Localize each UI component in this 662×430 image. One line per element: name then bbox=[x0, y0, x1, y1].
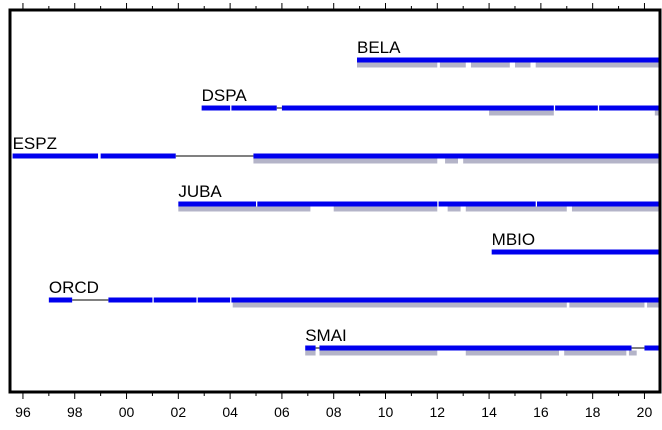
primary-segment-espz-2 bbox=[253, 153, 660, 159]
secondary-segment-bela-0 bbox=[357, 62, 438, 68]
primary-segment-smai-2 bbox=[644, 345, 660, 351]
x-tick-label-5: 06 bbox=[274, 404, 290, 420]
x-tick-label-3: 02 bbox=[171, 404, 187, 420]
secondary-segment-juba-2 bbox=[447, 206, 461, 212]
primary-segment-dspa-1 bbox=[231, 105, 277, 111]
station-row-espz: ESPZ bbox=[12, 134, 660, 164]
secondary-segment-espz-2 bbox=[463, 158, 660, 164]
secondary-segment-smai-4 bbox=[628, 350, 637, 356]
secondary-segment-bela-3 bbox=[514, 62, 531, 68]
secondary-segment-orcd-1 bbox=[569, 302, 645, 308]
x-axis: 96 98 00 02 04 06 08 10 12 14 16 18 20 bbox=[15, 3, 652, 420]
secondary-segment-bela-1 bbox=[439, 62, 466, 68]
secondary-segment-juba-0 bbox=[178, 206, 311, 212]
station-label-bela: BELA bbox=[357, 38, 401, 57]
primary-segment-juba-3 bbox=[536, 201, 660, 207]
primary-segment-dspa-2 bbox=[281, 105, 554, 111]
primary-segment-orcd-3 bbox=[197, 297, 231, 303]
station-label-espz: ESPZ bbox=[13, 134, 57, 153]
plot-frame bbox=[8, 8, 662, 394]
primary-segment-mbio-0 bbox=[491, 249, 660, 255]
secondary-segment-dspa-0 bbox=[489, 110, 554, 116]
primary-segment-orcd-2 bbox=[153, 297, 197, 303]
secondary-segment-juba-4 bbox=[571, 206, 660, 212]
station-row-bela: BELA bbox=[357, 38, 660, 68]
secondary-segment-espz-1 bbox=[445, 158, 459, 164]
primary-segment-dspa-0 bbox=[201, 105, 231, 111]
station-label-mbio: MBIO bbox=[492, 230, 535, 249]
secondary-segment-bela-2 bbox=[470, 62, 510, 68]
primary-segment-dspa-3 bbox=[555, 105, 598, 111]
primary-segment-smai-0 bbox=[305, 345, 316, 351]
x-tick-label-8: 12 bbox=[430, 404, 446, 420]
x-tick-label-4: 04 bbox=[222, 404, 238, 420]
secondary-segment-smai-3 bbox=[564, 350, 627, 356]
station-row-juba: JUBA bbox=[178, 182, 660, 212]
station-label-juba: JUBA bbox=[178, 182, 222, 201]
secondary-segment-smai-2 bbox=[465, 350, 560, 356]
secondary-segment-orcd-0 bbox=[232, 302, 567, 308]
primary-segment-bela-0 bbox=[357, 57, 660, 63]
station-row-orcd: ORCD bbox=[48, 278, 660, 308]
primary-segment-orcd-1 bbox=[108, 297, 153, 303]
station-row-mbio: MBIO bbox=[491, 230, 660, 255]
station-row-dspa: DSPA bbox=[201, 86, 660, 116]
station-label-dspa: DSPA bbox=[202, 86, 248, 105]
secondary-segment-juba-1 bbox=[333, 206, 438, 212]
primary-segment-espz-0 bbox=[12, 153, 99, 159]
x-tick-label-11: 18 bbox=[585, 404, 601, 420]
primary-segment-juba-0 bbox=[178, 201, 257, 207]
station-label-smai: SMAI bbox=[305, 326, 347, 345]
x-tick-label-9: 14 bbox=[481, 404, 497, 420]
secondary-segment-juba-3 bbox=[465, 206, 567, 212]
primary-segment-orcd-0 bbox=[48, 297, 73, 303]
x-tick-label-1: 98 bbox=[67, 404, 83, 420]
secondary-segment-espz-0 bbox=[253, 158, 438, 164]
plot-area: BELA DSPA ESPZ JUBA MBIO ORCD SMAI bbox=[12, 38, 660, 356]
secondary-segment-smai-0 bbox=[305, 350, 316, 356]
x-tick-label-2: 00 bbox=[119, 404, 135, 420]
x-tick-label-0: 96 bbox=[15, 404, 31, 420]
station-label-orcd: ORCD bbox=[49, 278, 99, 297]
primary-segment-juba-2 bbox=[438, 201, 536, 207]
x-tick-label-7: 10 bbox=[378, 404, 394, 420]
secondary-segment-bela-4 bbox=[535, 62, 660, 68]
x-tick-label-6: 08 bbox=[326, 404, 342, 420]
primary-segment-espz-1 bbox=[100, 153, 176, 159]
secondary-segment-smai-1 bbox=[319, 350, 438, 356]
primary-segment-dspa-4 bbox=[599, 105, 660, 111]
secondary-segment-dspa-1 bbox=[654, 110, 660, 116]
primary-segment-smai-1 bbox=[319, 345, 632, 351]
x-tick-label-12: 20 bbox=[637, 404, 653, 420]
station-row-smai: SMAI bbox=[305, 326, 660, 356]
secondary-segment-orcd-2 bbox=[647, 302, 660, 308]
primary-segment-orcd-4 bbox=[231, 297, 660, 303]
primary-segment-juba-1 bbox=[257, 201, 438, 207]
x-tick-label-10: 16 bbox=[533, 404, 549, 420]
